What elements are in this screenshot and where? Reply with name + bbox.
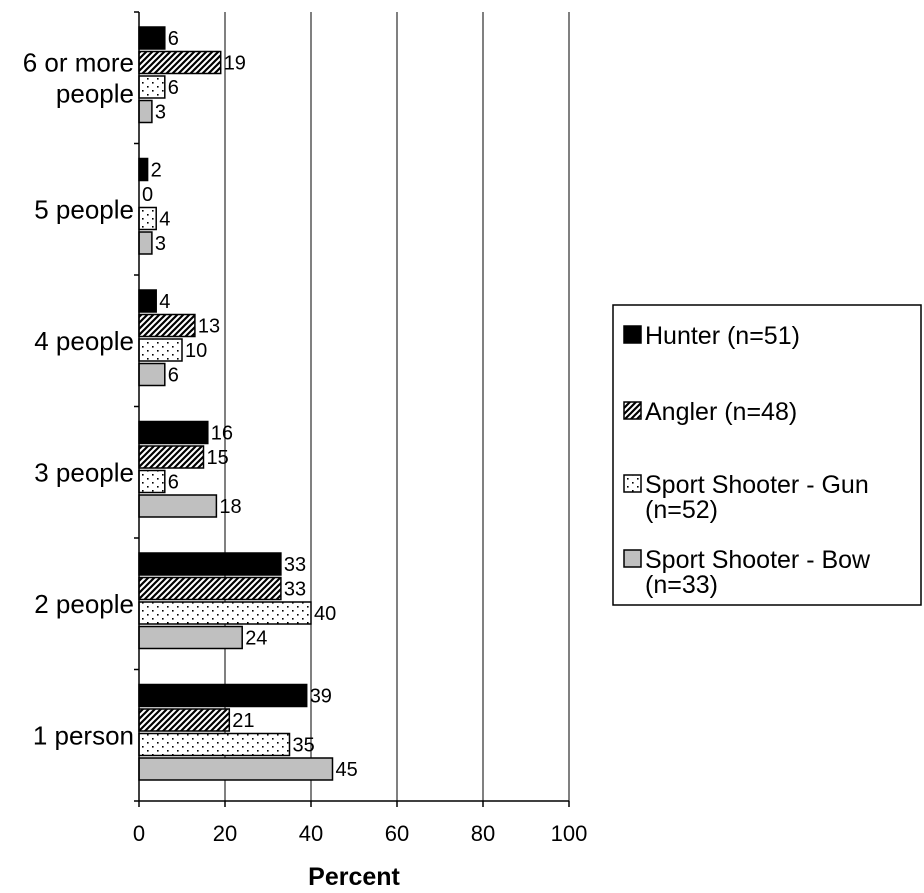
axes — [134, 11, 570, 807]
bar-value-label: 3 — [155, 233, 166, 255]
bar-value-label: 2 — [151, 160, 162, 182]
x-tick-label: 40 — [299, 821, 323, 846]
bar — [138, 289, 157, 313]
gridlines — [224, 12, 570, 801]
legend-swatch — [623, 325, 642, 344]
legend-label: Sport Shooter - Gun — [645, 471, 869, 499]
legend-swatch — [623, 549, 642, 568]
bar-value-label: 6 — [168, 77, 179, 99]
bar-value-label: 13 — [198, 316, 220, 338]
x-tick-label: 0 — [133, 821, 145, 846]
legend-swatch — [623, 474, 642, 493]
bar-value-label: 4 — [159, 209, 170, 231]
bar-value-label: 4 — [159, 291, 170, 313]
bar — [138, 625, 243, 650]
bar — [138, 494, 218, 518]
category-label: people — [56, 78, 134, 108]
bar — [138, 99, 153, 124]
bar — [138, 362, 166, 387]
x-tick-label: 100 — [551, 821, 588, 846]
bar — [138, 445, 205, 469]
legend-box — [612, 304, 922, 606]
bar — [138, 732, 291, 757]
legend-label: Sport Shooter - Bow — [645, 546, 871, 574]
bar-value-label: 24 — [245, 628, 267, 650]
bar-value-label: 10 — [185, 340, 207, 362]
legend-label: (n=33) — [645, 571, 718, 599]
bar — [138, 26, 166, 50]
bar — [138, 50, 222, 75]
bar-value-label: 45 — [336, 759, 358, 781]
legend-label: Angler (n=48) — [645, 398, 797, 426]
bar — [138, 338, 183, 362]
bar-value-label: 6 — [168, 28, 179, 50]
bar-value-label: 0 — [142, 184, 153, 206]
bar-value-label: 6 — [168, 472, 179, 494]
bar — [138, 757, 334, 781]
bar — [138, 157, 149, 182]
bar — [138, 601, 312, 625]
bar — [138, 420, 209, 445]
bar — [138, 683, 308, 708]
category-label: 2 people — [34, 589, 134, 619]
legend: Hunter (n=51) Angler (n=48) Sport Shooter … — [612, 304, 922, 606]
bar-value-label: 35 — [293, 735, 315, 757]
bar-value-label: 39 — [310, 686, 332, 708]
bar-value-label: 6 — [168, 365, 179, 387]
bar-value-label: 33 — [284, 554, 306, 576]
x-axis-title: Percent — [308, 863, 400, 888]
bars — [138, 26, 334, 781]
bar — [138, 313, 196, 338]
x-tick-label: 20 — [213, 821, 237, 846]
bar — [138, 231, 153, 255]
bar — [138, 576, 282, 601]
legend-swatch — [623, 401, 642, 420]
bar-value-label: 21 — [232, 710, 254, 732]
category-label: 5 people — [34, 194, 134, 224]
bar-value-label: 18 — [219, 496, 241, 518]
category-label: 3 people — [34, 457, 134, 487]
bar-value-label: 19 — [224, 53, 246, 75]
bar-value-label: 40 — [314, 603, 336, 625]
bar — [138, 552, 282, 576]
x-tick-label: 60 — [385, 821, 409, 846]
bar-value-label: 33 — [284, 579, 306, 601]
bar — [138, 708, 231, 732]
x-tick-label: 80 — [471, 821, 495, 846]
legend-label: Hunter (n=51) — [645, 322, 800, 350]
bar-value-label: 3 — [155, 102, 166, 124]
bar-value-label: 16 — [211, 423, 233, 445]
bar — [138, 206, 157, 231]
category-label: 6 or more — [23, 47, 134, 77]
bar — [138, 469, 166, 494]
category-label: 1 person — [33, 720, 134, 750]
bar-value-label: 15 — [207, 447, 229, 469]
category-label: 4 people — [34, 326, 134, 356]
legend-label: (n=52) — [645, 496, 718, 524]
bar — [138, 75, 166, 99]
